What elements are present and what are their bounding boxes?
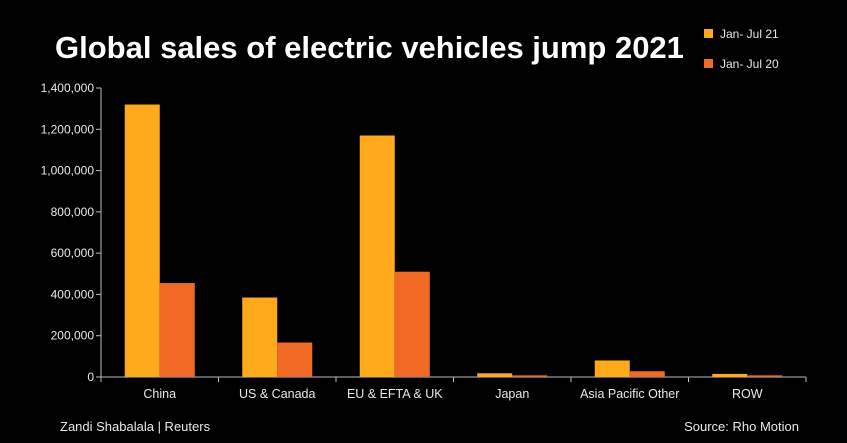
y-tick-label: 400,000 [51,287,95,301]
legend-label: Jan- Jul 20 [720,57,779,71]
bar-jan-jul-20 [159,283,195,377]
bar-jan-jul-21 [594,360,630,377]
legend: Jan- Jul 21 Jan- Jul 20 [704,27,779,71]
x-tick-label: EU & EFTA & UK [347,387,443,401]
bar-jan-jul-21 [359,135,395,377]
credit-text: Zandi Shabalala | Reuters [60,419,211,434]
y-tick-label: 200,000 [51,329,95,343]
x-tick-label: ROW [732,387,763,401]
x-tick-label: Japan [495,387,529,401]
bar-jan-jul-20 [512,375,548,377]
bar-jan-jul-20 [747,375,783,377]
bar-jan-jul-21 [242,297,278,377]
bar-jan-jul-20 [394,271,430,377]
y-axis: 0 200,000 400,000 600,000 800,000 1,000,000 1,… [41,81,102,384]
y-tick-label: 1,400,000 [41,81,95,95]
bar-jan-jul-21 [124,104,160,377]
x-tick-label: Asia Pacific Other [580,387,679,401]
y-tick-label: 800,000 [51,205,95,219]
x-axis: China US & Canada EU & EFTA & UK Japan Asia … [100,376,807,401]
x-tick-label: China [143,387,176,401]
bar-jan-jul-21 [712,373,748,377]
y-tick-label: 1,200,000 [41,122,95,136]
y-tick-label: 0 [87,370,94,384]
chart-title: Global sales of electric vehicles jump 2… [55,30,684,65]
bar-jan-jul-20 [277,342,313,377]
legend-label: Jan- Jul 21 [720,27,779,41]
bar-jan-jul-21 [477,373,513,377]
legend-swatch [704,59,713,68]
x-tick-label: US & Canada [239,387,315,401]
bar-jan-jul-20 [629,371,665,377]
source-text: Source: Rho Motion [684,419,799,434]
bars [124,104,783,377]
y-tick-label: 1,000,000 [41,164,95,178]
y-tick-label: 600,000 [51,246,95,260]
legend-swatch [704,29,713,38]
